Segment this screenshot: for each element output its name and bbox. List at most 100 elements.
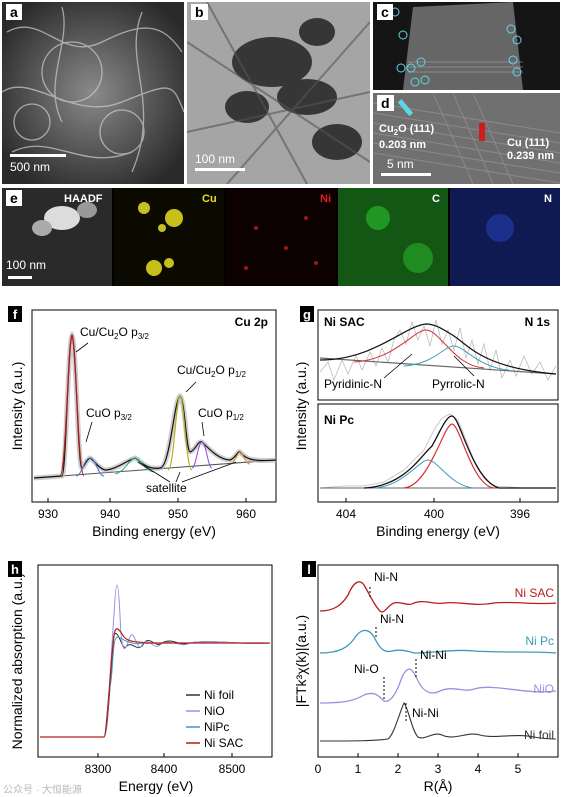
peak-cu-p32 [59, 334, 85, 477]
series-ni-foil [40, 632, 271, 738]
x-tick: 404 [336, 507, 356, 521]
x-axis-label: Binding energy (eV) [376, 523, 500, 539]
x-tick: 960 [236, 507, 256, 521]
x-tick: 0 [315, 762, 322, 776]
x-tick: 400 [424, 507, 444, 521]
raw-noise [319, 319, 557, 382]
eds-map-c: C [338, 188, 448, 286]
x-tick: 930 [38, 507, 58, 521]
eds-map-n: N [450, 188, 560, 286]
scale-bar-label: 5 nm [387, 157, 414, 171]
component-pyridinic [373, 459, 475, 489]
eds-mapping-panel-e: HAADF Cu Ni C N e 100 nm [2, 188, 560, 286]
y-axis-label: |FTk³χ(k)|(a.u.) [293, 615, 309, 707]
xps-cu2p-chart: f Cu 2p Intensity (a.u.) Binding energy … [8, 306, 277, 539]
svg-text:l: l [307, 562, 311, 577]
tem-texture [187, 2, 370, 184]
scale-bar [381, 173, 431, 176]
x-tick: 1 [355, 762, 362, 776]
chart-title: N 1s [525, 315, 551, 329]
series-ni-sac [319, 581, 557, 613]
watermark: 公众号 · 大恒能源 [3, 785, 82, 796]
x-axis-label: Energy (eV) [119, 778, 194, 794]
scale-bar [10, 154, 66, 157]
peak-label: Ni-Ni [420, 648, 447, 662]
series-nio [319, 668, 557, 704]
panel-tag: b [191, 4, 208, 20]
peak-label: Ni-N [374, 570, 398, 584]
subpanel-label: Ni SAC [324, 315, 365, 329]
scale-bar-label: 500 nm [10, 160, 51, 174]
svg-text:CuO p3/2: CuO p3/2 [86, 406, 132, 422]
x-tick: 3 [435, 762, 442, 776]
svg-text:Cu/Cu2O p1/2: Cu/Cu2O p1/2 [177, 363, 246, 379]
scale-bar [8, 276, 32, 279]
x-tick: 2 [395, 762, 402, 776]
haadf-texture [373, 2, 560, 90]
series-ni-sac [40, 628, 270, 738]
envelope-line [319, 323, 557, 375]
panel-tag: e [6, 190, 22, 206]
legend-entry: NiPc [204, 720, 229, 734]
legend-entry: Ni foil [204, 688, 234, 702]
xanes-chart: h Normalized absorption (a.u.) Energy (e… [8, 561, 273, 794]
series-label: Ni Pc [525, 634, 554, 648]
x-tick: 4 [475, 762, 482, 776]
subpanel-label: Ni Pc [324, 413, 354, 427]
peak-cuo-p12 [191, 441, 213, 469]
x-tick: 950 [168, 507, 188, 521]
series-ni-foil [319, 702, 557, 742]
x-axis-label: R(Å) [424, 778, 453, 794]
x-tick-labels: 930 940 950 960 [38, 507, 256, 521]
y-axis-label: Intensity (a.u.) [9, 362, 25, 451]
component-pyrrolic [403, 345, 510, 371]
peak-label: Ni-O [354, 662, 379, 676]
peak-cu-p12 [167, 395, 193, 471]
pyridinic-label: Pyridinic-N [324, 377, 382, 391]
scale-bar [195, 168, 245, 171]
xps-n1s-chart: g Ni SAC N 1s Ni Pc Intensity (a.u.) Bin… [293, 306, 559, 539]
eds-map-cu: Cu [114, 188, 224, 286]
peak-label: Ni-N [380, 612, 404, 626]
background-line [319, 357, 557, 375]
panel-tag: c [377, 4, 393, 20]
peak-satellite [114, 457, 156, 475]
panel-tag: d [377, 95, 394, 111]
data-dots [33, 330, 277, 481]
raw-noise [319, 413, 556, 489]
legend-entry: NiO [204, 704, 225, 718]
series-nipc [40, 636, 270, 738]
scale-bar-label: 100 nm [6, 258, 47, 272]
series-label: Ni SAC [515, 586, 555, 600]
exafs-ft-chart: l |FTk³χ(k)|(a.u.) R(Å) 0 1 2 3 4 5 Ni-N… [293, 561, 559, 794]
hrtem-image-panel-d: d Cu2O (111) 0.203 nm Cu (111) 0.239 nm … [373, 93, 560, 184]
series-label: Ni foil [524, 728, 554, 742]
peak-label: Ni-Ni [412, 706, 439, 720]
x-tick: 8400 [151, 762, 178, 776]
series-ni-pc [319, 629, 557, 654]
peak-cuo-p32 [75, 457, 105, 477]
sem-image-panel-a: a 500 nm [2, 2, 184, 184]
y-axis-label: Intensity (a.u.) [293, 362, 309, 451]
x-tick: 5 [515, 762, 522, 776]
component-pyridinic [353, 329, 485, 369]
x-tick: 8300 [85, 762, 112, 776]
x-tick: 396 [510, 507, 530, 521]
cu2o-lattice-label: Cu2O (111) 0.203 nm [379, 123, 435, 152]
annotations: Cu/Cu2O p3/2 Cu/Cu2O p1/2 CuO p3/2 CuO p… [80, 325, 246, 495]
legend: Ni foil NiO NiPc Ni SAC [186, 688, 244, 750]
haadf-image-panel-c: c [373, 2, 560, 90]
eds-map-ni: Ni [226, 188, 336, 286]
sem-texture [2, 2, 184, 184]
svg-text:Cu/Cu2O p3/2: Cu/Cu2O p3/2 [80, 325, 149, 341]
hrtem-texture [373, 93, 560, 184]
svg-text:g: g [303, 307, 311, 322]
legend-entry: Ni SAC [204, 736, 244, 750]
pyrrolic-label: Pyrrolic-N [432, 377, 485, 391]
series-nio [40, 584, 271, 738]
svg-text:satellite: satellite [146, 481, 187, 495]
envelope-line [363, 415, 556, 489]
x-tick: 8500 [219, 762, 246, 776]
y-axis-label: Normalized absorption (a.u.) [9, 573, 25, 750]
svg-text:CuO p1/2: CuO p1/2 [198, 406, 244, 422]
